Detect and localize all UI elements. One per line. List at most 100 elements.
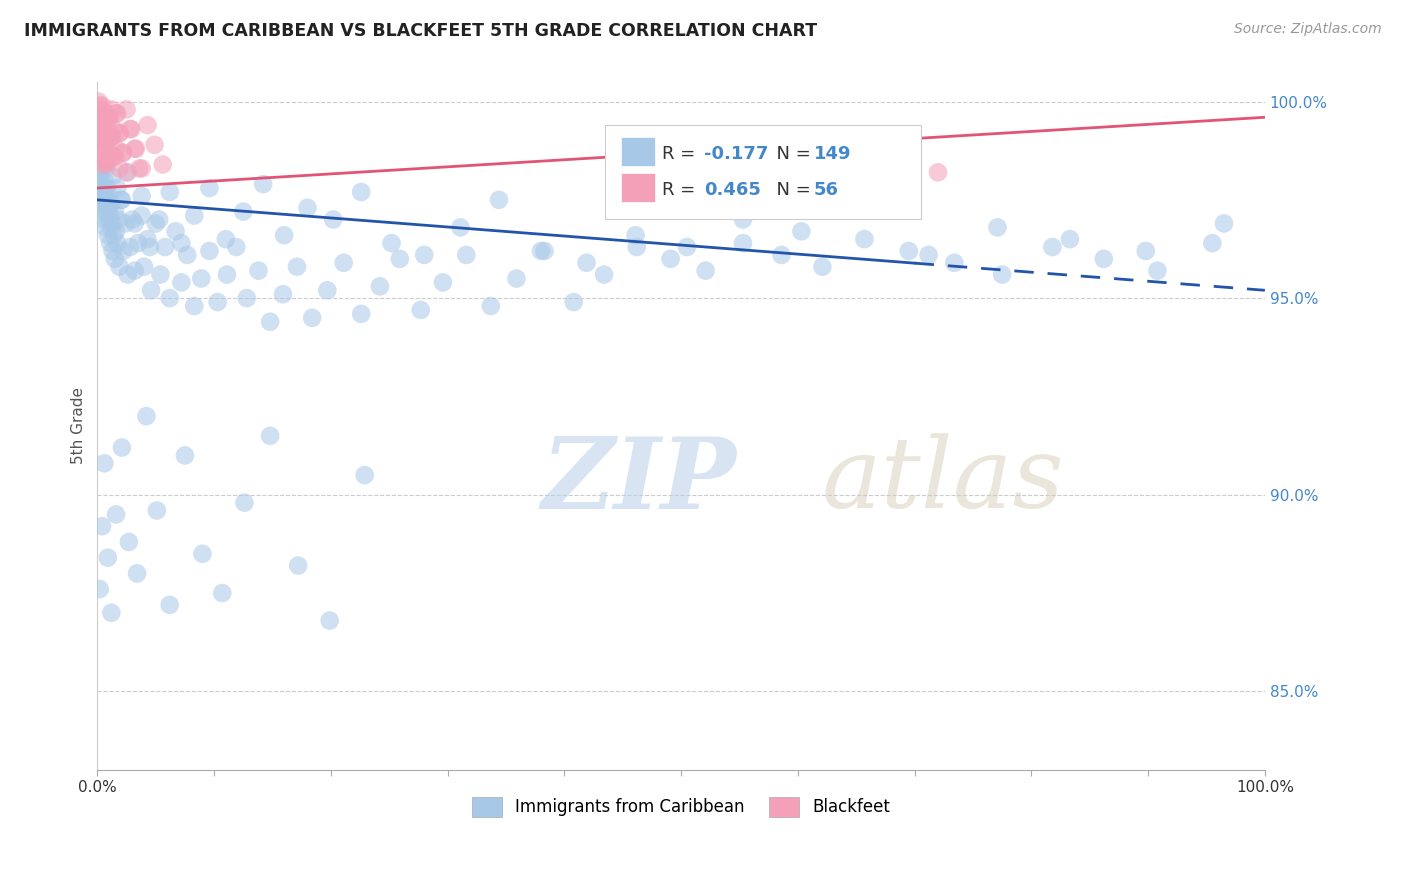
Point: [105, 236, 128, 251]
Point: [98, 209, 121, 223]
Point: [93, 130, 115, 145]
Point: [93, 137, 115, 152]
Point: [388, 252, 411, 266]
Point: [153, 240, 176, 254]
Point: [215, 268, 238, 282]
Point: [146, 503, 169, 517]
Point: [593, 268, 616, 282]
Point: [731, 236, 754, 251]
Point: [152, 157, 174, 171]
Point: [259, 429, 281, 443]
Text: R =: R =: [662, 181, 702, 199]
Point: [100, 103, 122, 117]
Point: [174, 449, 197, 463]
Point: [136, 232, 159, 246]
Point: [165, 224, 187, 238]
Point: [790, 224, 813, 238]
Point: [108, 260, 131, 274]
Point: [91, 161, 114, 176]
Point: [170, 276, 193, 290]
Point: [89, 114, 111, 128]
Point: [1146, 263, 1168, 277]
Point: [332, 256, 354, 270]
Point: [1059, 232, 1081, 246]
Point: [91, 189, 114, 203]
Point: [97, 126, 120, 140]
Point: [97, 201, 120, 215]
Point: [90, 204, 112, 219]
Point: [91, 98, 114, 112]
Point: [103, 228, 125, 243]
Point: [111, 193, 134, 207]
Point: [93, 173, 115, 187]
Point: [94, 134, 117, 148]
Point: [456, 248, 478, 262]
Text: 56: 56: [814, 181, 839, 199]
Point: [149, 268, 172, 282]
Point: [927, 165, 949, 179]
Point: [98, 189, 121, 203]
Point: [198, 244, 221, 258]
Point: [111, 441, 134, 455]
Point: [105, 142, 128, 156]
Text: 149: 149: [814, 145, 852, 163]
Point: [318, 614, 340, 628]
Point: [132, 260, 155, 274]
Point: [232, 204, 254, 219]
Point: [118, 122, 141, 136]
Point: [533, 244, 555, 258]
Point: [98, 110, 121, 124]
Point: [236, 291, 259, 305]
Point: [118, 535, 141, 549]
Point: [368, 279, 391, 293]
Point: [131, 161, 153, 176]
Point: [117, 268, 139, 282]
Point: [139, 240, 162, 254]
Point: [94, 220, 117, 235]
Text: 0.465: 0.465: [704, 181, 761, 199]
Point: [93, 456, 115, 470]
Point: [695, 263, 717, 277]
Point: [91, 212, 114, 227]
Point: [488, 193, 510, 207]
Point: [207, 295, 229, 310]
Point: [103, 150, 125, 164]
Point: [91, 110, 114, 124]
Point: [107, 212, 129, 227]
Point: [96, 153, 118, 168]
Point: [1213, 217, 1236, 231]
Text: atlas: atlas: [821, 434, 1064, 529]
Point: [659, 252, 682, 266]
Point: [90, 118, 112, 132]
Point: [131, 189, 153, 203]
Point: [143, 137, 166, 152]
Point: [91, 185, 114, 199]
Point: [853, 232, 876, 246]
Point: [94, 150, 117, 164]
Point: [731, 212, 754, 227]
Point: [479, 299, 502, 313]
Point: [1040, 240, 1063, 254]
Point: [98, 145, 121, 160]
Point: [91, 157, 114, 171]
Point: [880, 173, 903, 187]
Point: [89, 193, 111, 207]
Point: [97, 550, 120, 565]
Point: [91, 153, 114, 168]
Point: [125, 566, 148, 581]
Point: [125, 142, 148, 156]
Point: [101, 169, 124, 184]
Point: [105, 181, 128, 195]
Point: [986, 220, 1008, 235]
Point: [94, 157, 117, 171]
Point: [301, 310, 323, 325]
Point: [128, 161, 150, 176]
Point: [104, 150, 127, 164]
Point: [917, 248, 939, 262]
Point: [897, 244, 920, 258]
Point: [90, 173, 112, 187]
Point: [94, 161, 117, 176]
Point: [449, 220, 471, 235]
Point: [139, 283, 162, 297]
Point: [96, 204, 118, 219]
